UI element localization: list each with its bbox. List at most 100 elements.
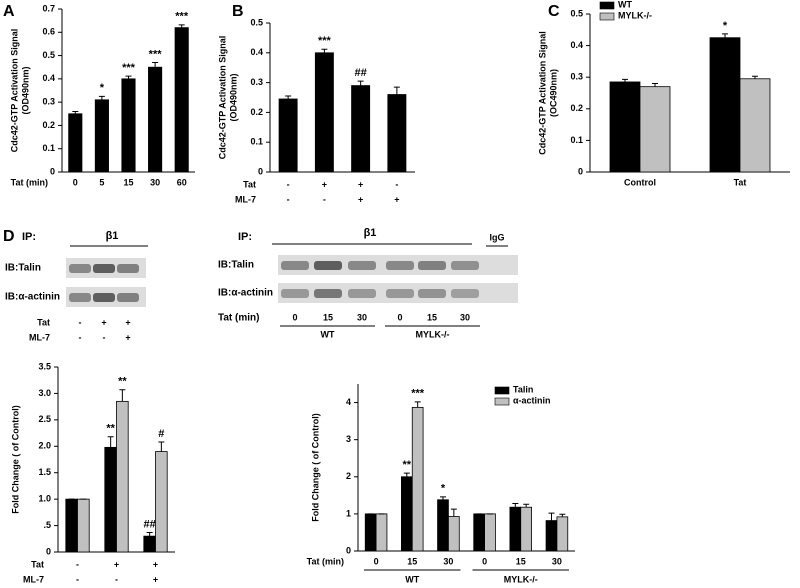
- y-axis-label: Fold Change ( of Control): [310, 413, 320, 521]
- x-tick-label: 0: [73, 177, 78, 187]
- error-bar: [559, 513, 566, 517]
- y-tick-label: 0.3: [250, 77, 263, 87]
- lane-label: 30: [357, 312, 367, 322]
- error-bar: [285, 95, 292, 99]
- bar: [639, 86, 671, 173]
- blot-band: [418, 289, 446, 298]
- blot-band: [386, 261, 414, 270]
- error-bar: [523, 503, 530, 508]
- blot-band: [348, 289, 376, 298]
- group-label: WT: [321, 329, 335, 339]
- y-tick-label: 0: [258, 166, 263, 176]
- blot-band: [69, 293, 91, 302]
- annotation: **: [403, 459, 412, 471]
- panel-label: A: [3, 3, 15, 20]
- x-tick-label: 15: [407, 556, 417, 566]
- row-value: -: [115, 574, 118, 584]
- error-bar: [119, 389, 126, 402]
- bar: [143, 535, 156, 553]
- lane-label: 0: [292, 312, 297, 322]
- bar: [709, 37, 741, 173]
- x-axis-label: Tat (min): [218, 313, 259, 324]
- bar: [155, 451, 168, 553]
- y-axis-label: (OC490nm): [548, 69, 558, 117]
- bar: [609, 81, 641, 173]
- y-tick-label: 3.5: [38, 361, 51, 371]
- bar: [739, 78, 771, 173]
- x-axis-label: Tat (min): [11, 177, 48, 187]
- bar: [116, 400, 129, 553]
- y-tick-label: 0.4: [250, 47, 263, 57]
- y-axis-label: Cdc42-GTP Activation Signal: [537, 31, 547, 155]
- y-tick-label: 0.4: [42, 73, 55, 83]
- bar: [448, 516, 460, 552]
- bar: [148, 66, 163, 173]
- x-tick-label: 30: [552, 556, 562, 566]
- group-label: MYLK-/-: [416, 329, 450, 339]
- bar: [314, 52, 334, 173]
- x-tick-label: 60: [177, 177, 187, 187]
- row-value: +: [394, 194, 399, 204]
- lane-label: 0: [397, 312, 402, 322]
- x-tick-label: 15: [123, 177, 133, 187]
- bar: [437, 499, 449, 552]
- y-tick-label: 0.7: [42, 3, 55, 13]
- y-axis-label: Fold Change ( of Control): [10, 405, 20, 513]
- legend-swatch: [494, 397, 510, 406]
- x-tick-label: 5: [99, 177, 104, 187]
- row-value: +: [358, 179, 363, 189]
- annotation: ***: [175, 11, 189, 23]
- blot-band: [117, 293, 139, 302]
- blot-band: [314, 261, 342, 270]
- y-tick-label: 1: [346, 508, 351, 518]
- error-bar: [403, 472, 410, 477]
- blot-band: [117, 264, 139, 273]
- error-bar: [439, 496, 446, 500]
- error-bar: [178, 24, 185, 28]
- row-label: IB:α-actinin: [218, 288, 273, 299]
- row-value: +: [153, 559, 158, 569]
- error-bar: [357, 80, 364, 86]
- y-tick-label: 0: [346, 545, 351, 555]
- legend-label: MYLK-/-: [618, 10, 652, 20]
- bar: [121, 78, 136, 173]
- y-tick-label: 0.3: [570, 72, 583, 82]
- row-value: -: [79, 317, 82, 327]
- group-label: MYLK-/-: [504, 574, 538, 584]
- blot-band: [348, 261, 376, 270]
- y-tick-label: 3.0: [38, 388, 51, 398]
- y-tick-label: 0.2: [42, 120, 55, 130]
- legend-swatch: [599, 1, 615, 10]
- bar: [94, 99, 109, 173]
- bar: [400, 476, 413, 552]
- y-tick-label: 1.0: [38, 494, 51, 504]
- y-axis-label: (OD490nm): [20, 66, 30, 114]
- ip-label: IP:: [238, 231, 252, 243]
- lane-label: 30: [460, 312, 470, 322]
- row-label: ML-7: [23, 574, 44, 584]
- error-bar: [512, 502, 519, 508]
- y-tick-label: 0.5: [250, 17, 263, 27]
- row-value: +: [153, 574, 158, 584]
- legend-label: WT: [618, 0, 632, 9]
- bar: [174, 27, 189, 173]
- panel-label: D: [3, 228, 15, 245]
- row-value: -: [103, 332, 106, 342]
- row-label: ML-7: [235, 194, 256, 204]
- row-value: -: [76, 574, 79, 584]
- y-tick-label: 0.2: [250, 107, 263, 117]
- annotation: ##: [355, 67, 367, 79]
- error-bar: [622, 78, 628, 82]
- blot-band: [281, 289, 309, 298]
- panel-label: B: [232, 3, 244, 20]
- annotation: **: [118, 376, 127, 388]
- bar: [556, 516, 569, 552]
- annotation: ***: [318, 35, 332, 47]
- error-bar: [652, 83, 658, 87]
- error-bar: [107, 436, 114, 448]
- y-tick-label: 0.5: [570, 8, 583, 18]
- row-value: +: [358, 194, 363, 204]
- row-value: +: [125, 317, 130, 327]
- row-value: +: [114, 559, 119, 569]
